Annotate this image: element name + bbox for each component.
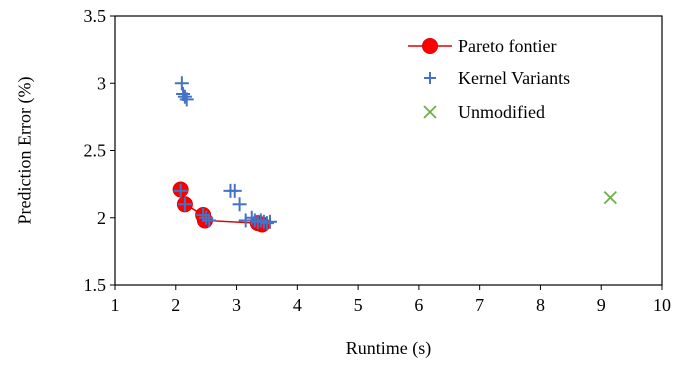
x-tick-label: 10 <box>653 295 671 315</box>
x-axis-label: Runtime (s) <box>346 338 432 359</box>
y-axis-label: Prediction Error (%) <box>14 77 35 225</box>
unmodified-point-b <box>603 190 617 205</box>
plot-area <box>114 15 663 286</box>
x-tick-label: 5 <box>354 295 363 315</box>
y-axis-ticks: 1.5 2 2.5 3 3.5 <box>84 6 115 295</box>
legend-swatch-x-b <box>423 105 437 119</box>
legend-item: Pareto fontier <box>408 36 556 56</box>
x-tick-label: 2 <box>171 295 180 315</box>
series-kernel-variants <box>173 76 277 231</box>
pareto-line <box>179 189 263 226</box>
x-tick-label: 8 <box>536 295 545 315</box>
x-axis-ticks: 1 2 3 4 5 6 7 8 9 10 <box>111 285 671 315</box>
legend-label: Pareto fontier <box>458 36 556 56</box>
x-tick-label: 6 <box>414 295 423 315</box>
x-tick-label: 9 <box>597 295 606 315</box>
series-unmodified <box>603 190 617 205</box>
data-marks <box>172 76 617 233</box>
y-tick-label: 2 <box>97 208 106 228</box>
legend: Pareto fontier Kernel Variants Unmodified <box>408 36 570 122</box>
y-tick-label: 3.5 <box>84 6 107 26</box>
legend-label: Kernel Variants <box>458 68 570 88</box>
plot-frame <box>114 15 663 286</box>
x-tick-label: 1 <box>111 295 120 315</box>
x-tick-label: 3 <box>232 295 241 315</box>
legend-swatch-marker <box>422 38 438 54</box>
legend-item: Kernel Variants <box>424 68 570 88</box>
legend-item: Unmodified <box>423 102 545 122</box>
x-tick-label: 7 <box>475 295 484 315</box>
legend-label: Unmodified <box>458 102 545 122</box>
y-tick-label: 3 <box>97 73 106 93</box>
y-tick-label: 1.5 <box>84 275 107 295</box>
y-tick-label: 2.5 <box>84 141 107 161</box>
x-tick-label: 4 <box>293 295 302 315</box>
